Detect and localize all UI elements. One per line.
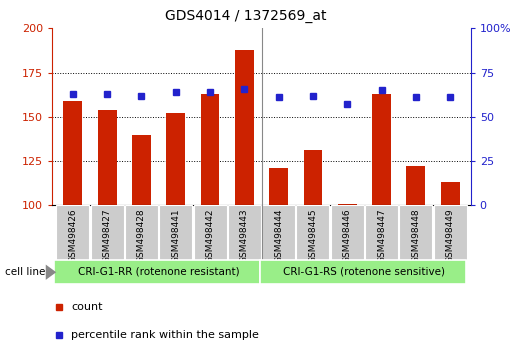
FancyBboxPatch shape — [228, 205, 261, 260]
Bar — [441, 182, 460, 205]
Text: GSM498449: GSM498449 — [446, 208, 454, 263]
FancyBboxPatch shape — [194, 205, 226, 260]
Text: GSM498428: GSM498428 — [137, 208, 146, 263]
Text: GSM498448: GSM498448 — [411, 208, 420, 263]
Bar — [132, 135, 151, 205]
FancyBboxPatch shape — [260, 260, 465, 284]
Bar — [372, 94, 391, 205]
FancyBboxPatch shape — [54, 260, 260, 284]
FancyBboxPatch shape — [331, 205, 363, 260]
FancyBboxPatch shape — [400, 205, 433, 260]
Bar — [235, 50, 254, 205]
Text: GSM498444: GSM498444 — [274, 208, 283, 263]
Text: GSM498443: GSM498443 — [240, 208, 249, 263]
FancyBboxPatch shape — [365, 205, 398, 260]
Text: GDS4014 / 1372569_at: GDS4014 / 1372569_at — [165, 9, 326, 23]
FancyBboxPatch shape — [262, 205, 295, 260]
Bar — [406, 166, 425, 205]
FancyBboxPatch shape — [56, 205, 89, 260]
Text: CRI-G1-RS (rotenone sensitive): CRI-G1-RS (rotenone sensitive) — [283, 267, 446, 277]
Text: CRI-G1-RR (rotenone resistant): CRI-G1-RR (rotenone resistant) — [78, 267, 240, 277]
Text: percentile rank within the sample: percentile rank within the sample — [71, 330, 259, 341]
Polygon shape — [46, 264, 56, 280]
Bar — [98, 110, 117, 205]
FancyBboxPatch shape — [297, 205, 329, 260]
Text: GSM498427: GSM498427 — [103, 208, 112, 263]
Bar — [269, 168, 288, 205]
Text: GSM498426: GSM498426 — [69, 208, 77, 263]
Text: GSM498445: GSM498445 — [309, 208, 317, 263]
Text: count: count — [71, 302, 103, 312]
FancyBboxPatch shape — [434, 205, 467, 260]
Text: GSM498446: GSM498446 — [343, 208, 352, 263]
FancyBboxPatch shape — [160, 205, 192, 260]
Text: GSM498441: GSM498441 — [171, 208, 180, 263]
Text: GSM498447: GSM498447 — [377, 208, 386, 263]
Bar — [201, 94, 220, 205]
Text: cell line: cell line — [5, 267, 46, 277]
Bar — [166, 113, 185, 205]
FancyBboxPatch shape — [90, 205, 123, 260]
Bar — [338, 204, 357, 205]
Text: GSM498442: GSM498442 — [206, 208, 214, 263]
FancyBboxPatch shape — [125, 205, 158, 260]
Bar — [63, 101, 82, 205]
Bar — [303, 150, 322, 205]
